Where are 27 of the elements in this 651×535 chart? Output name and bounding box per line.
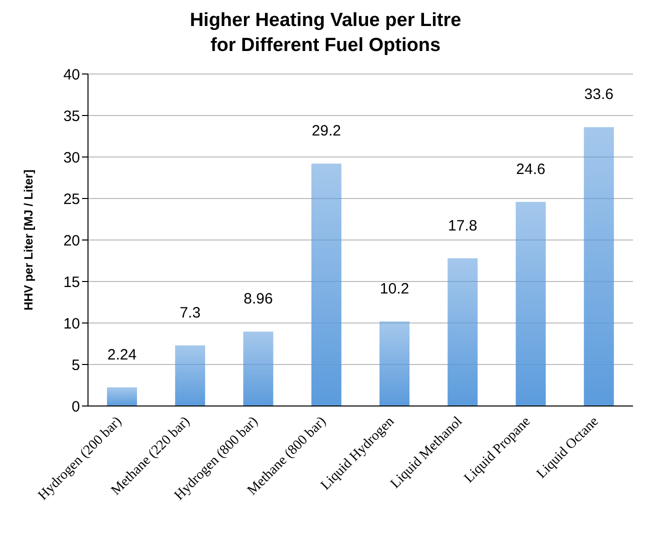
y-tick-label: 20: [63, 232, 80, 250]
data-label: 8.96: [244, 290, 273, 308]
y-tick-label: 30: [63, 149, 80, 166]
bar: [311, 164, 342, 406]
bar: [243, 332, 274, 406]
y-tick-label: 5: [72, 356, 80, 374]
bar: [107, 387, 137, 406]
data-label: 2.24: [107, 346, 137, 364]
bar: [175, 345, 206, 406]
y-tick-label: 10: [63, 315, 80, 332]
bar: [584, 127, 614, 406]
data-label: 10.2: [380, 280, 410, 298]
data-label: 7.3: [180, 304, 201, 322]
data-label: 33.6: [584, 86, 614, 104]
y-tick-label: 35: [63, 108, 80, 125]
chart-title: Higher Heating Value per Litre for Different Fuel Options: [188, 9, 462, 58]
data-label: 29.2: [312, 122, 341, 140]
data-label: 17.8: [448, 217, 478, 234]
y-tick-label: 40: [63, 66, 80, 84]
y-tick-label: 15: [63, 274, 80, 291]
y-axis-title: HHV per Liter [MJ / Liter]: [21, 170, 36, 310]
y-tick-label: 0: [72, 398, 80, 416]
bar: [448, 258, 478, 406]
y-tick-label: 25: [63, 190, 80, 208]
bar: [516, 202, 546, 406]
bar: [380, 321, 410, 406]
data-label: 24.6: [516, 160, 546, 178]
